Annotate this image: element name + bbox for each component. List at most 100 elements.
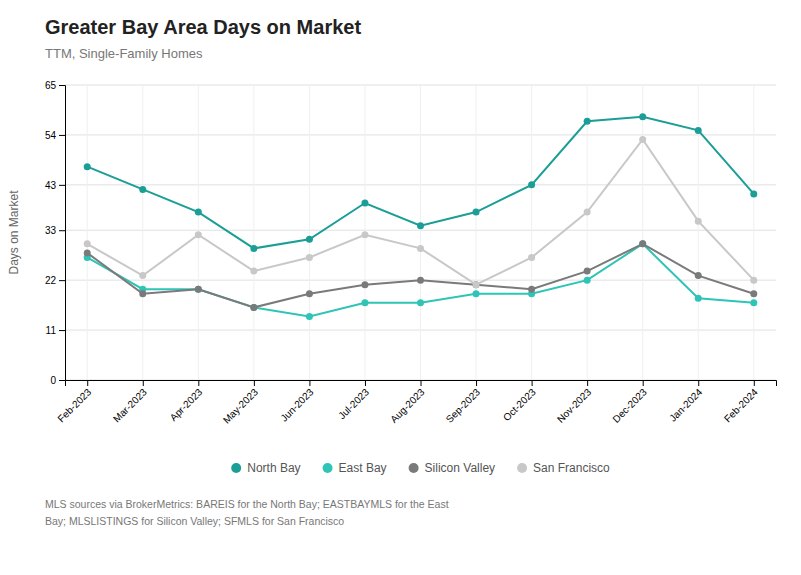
x-tick: Mar-2023	[111, 380, 149, 424]
x-tick: Jun-2023	[278, 380, 316, 424]
y-tick-mark	[59, 85, 65, 86]
y-tick: 11	[46, 325, 65, 336]
x-tick-mark	[698, 380, 699, 386]
y-tick: 33	[45, 225, 65, 236]
legend-item: San Francisco	[517, 461, 610, 475]
series	[84, 240, 758, 311]
legend-swatch	[231, 463, 241, 473]
point	[361, 231, 368, 238]
x-tick-label: Apr-2023	[168, 386, 205, 423]
point	[695, 218, 702, 225]
grid-line	[476, 85, 477, 380]
x-tick-mark	[754, 380, 755, 386]
y-tick: 54	[45, 130, 65, 141]
x-tick-label: Feb-2023	[55, 386, 93, 424]
grid-line	[531, 85, 532, 380]
x-tick: Aug-2023	[388, 380, 427, 425]
line	[87, 244, 754, 317]
x-tick-mark	[476, 380, 477, 386]
x-tick: Feb-2024	[722, 380, 760, 424]
point	[695, 127, 702, 134]
x-tick-mark	[309, 380, 310, 386]
x-tick-mark	[365, 380, 366, 386]
x-tick-mark	[87, 380, 88, 386]
y-tick-label: 65	[45, 80, 57, 91]
point	[750, 190, 757, 197]
point	[361, 281, 368, 288]
point	[473, 281, 480, 288]
point	[750, 299, 757, 306]
y-axis: 0112233435465	[45, 80, 66, 386]
y-tick-mark	[59, 135, 65, 136]
point	[195, 231, 202, 238]
x-tick: May-2023	[221, 380, 261, 426]
grid-line	[587, 85, 588, 380]
line	[87, 244, 754, 308]
point	[195, 209, 202, 216]
grid-line	[309, 85, 310, 380]
x-tick-label: Jun-2023	[278, 386, 316, 424]
y-tick-mark	[59, 330, 65, 331]
x-tick-label: Nov-2023	[555, 386, 594, 425]
point	[306, 254, 313, 261]
y-tick-mark	[59, 185, 65, 186]
y-tick-mark	[59, 380, 65, 381]
y-tick-label: 22	[45, 275, 57, 286]
point	[417, 299, 424, 306]
point	[473, 281, 480, 288]
legend-swatch	[517, 463, 527, 473]
x-tick: Apr-2023	[168, 380, 205, 423]
x-tick: Nov-2023	[555, 380, 594, 425]
point	[639, 240, 646, 247]
grid	[65, 85, 776, 380]
point	[528, 254, 535, 261]
point	[139, 272, 146, 279]
y-tick: 22	[45, 275, 65, 286]
point	[639, 136, 646, 143]
x-tick-label: Dec-2023	[610, 386, 649, 425]
x-tick: Dec-2023	[610, 380, 649, 425]
x-tick-label: Jul-2023	[336, 386, 371, 421]
series	[84, 136, 758, 288]
x-tick: Jan-2024	[667, 380, 705, 424]
point	[195, 286, 202, 293]
point	[139, 290, 146, 297]
y-tick-label: 54	[45, 130, 57, 141]
x-tick-label: Jan-2024	[667, 386, 705, 424]
legend-item: East Bay	[323, 461, 387, 475]
x-tick-label: Sep-2023	[444, 386, 483, 425]
x-tick-mark	[198, 380, 199, 386]
y-tick: 65	[45, 80, 65, 91]
x-tick: Sep-2023	[444, 380, 483, 425]
point	[750, 277, 757, 284]
legend: North BayEast BaySilicon ValleySan Franc…	[231, 461, 610, 475]
x-tick-mark	[254, 380, 255, 386]
legend-swatch	[323, 463, 333, 473]
footnote-line: MLS sources via BrokerMetrics: BAREIS fo…	[45, 498, 449, 510]
y-tick-label: 43	[45, 180, 57, 191]
marks	[84, 113, 758, 320]
point	[584, 209, 591, 216]
point	[417, 245, 424, 252]
x-tick-mark	[643, 380, 644, 386]
point	[361, 299, 368, 306]
legend-label: East Bay	[339, 461, 387, 475]
point	[84, 240, 91, 247]
x-tick: Feb-2023	[55, 380, 93, 424]
y-axis-title: Days on Market	[7, 190, 21, 275]
point	[528, 181, 535, 188]
point	[584, 268, 591, 275]
legend-swatch	[409, 463, 419, 473]
footnote-line: Bay; MLSLISTINGS for Silicon Valley; SFM…	[45, 515, 344, 527]
grid-line	[753, 85, 754, 380]
x-tick-mark	[143, 380, 144, 386]
point	[250, 304, 257, 311]
x-tick-mark	[532, 380, 533, 386]
legend-item: Silicon Valley	[409, 461, 495, 475]
point	[695, 295, 702, 302]
x-tick: Jul-2023	[336, 380, 371, 421]
point	[695, 272, 702, 279]
x-tick-label: Feb-2024	[722, 386, 760, 424]
point	[584, 277, 591, 284]
point	[306, 290, 313, 297]
